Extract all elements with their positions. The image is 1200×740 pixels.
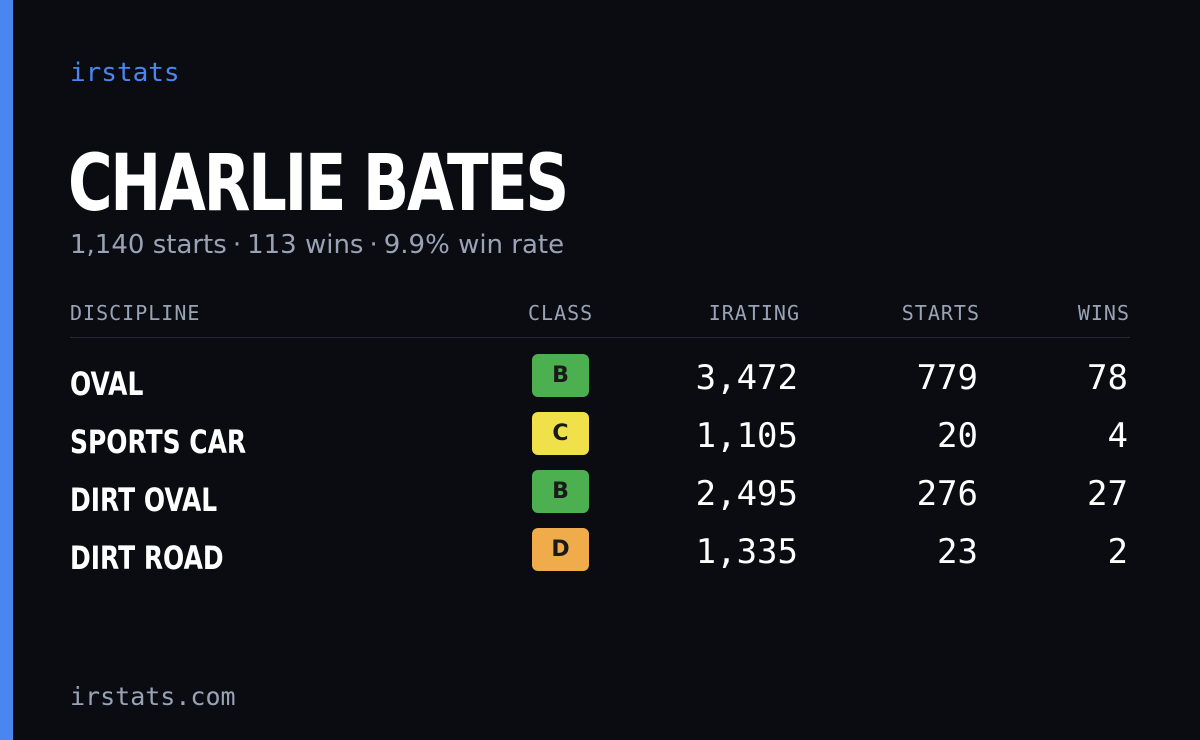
header-class: CLASS	[528, 301, 594, 325]
summary-win-rate: 9.9% win rate	[383, 230, 565, 260]
brand-logo[interactable]: irstats	[70, 58, 180, 88]
table-row: DIRT OVAL B 2,495 276 27	[0, 470, 1200, 528]
row-discipline: DIRT ROAD	[70, 539, 224, 577]
class-badge: C	[532, 412, 589, 455]
table-row: OVAL B 3,472 779 78	[0, 354, 1200, 412]
table-row: SPORTS CAR C 1,105 20 4	[0, 412, 1200, 470]
row-irating: 1,105	[695, 416, 798, 456]
row-starts: 276	[916, 474, 978, 514]
footer-url[interactable]: irstats.com	[70, 682, 236, 711]
class-badge: B	[532, 354, 589, 397]
summary-separator: ·	[369, 230, 378, 260]
row-irating: 1,335	[695, 532, 798, 572]
class-badge: D	[532, 528, 589, 571]
header-discipline: DISCIPLINE	[70, 301, 201, 325]
table-row: DIRT ROAD D 1,335 23 2	[0, 528, 1200, 586]
header-wins: WINS	[1077, 301, 1130, 325]
row-discipline: OVAL	[70, 365, 144, 403]
row-wins: 27	[1087, 474, 1128, 514]
row-wins: 2	[1107, 532, 1128, 572]
player-name: CHARLIE BATES	[68, 139, 569, 229]
row-discipline: DIRT OVAL	[70, 481, 218, 519]
summary-starts: 1,140 starts	[70, 230, 227, 260]
header-divider	[70, 337, 1130, 338]
row-discipline: SPORTS CAR	[70, 423, 247, 461]
accent-bar	[0, 0, 13, 740]
row-irating: 3,472	[695, 358, 798, 398]
row-starts: 23	[937, 532, 978, 572]
row-wins: 4	[1107, 416, 1128, 456]
header-starts: STARTS	[901, 301, 980, 325]
row-starts: 20	[937, 416, 978, 456]
header-irating: IRATING	[708, 301, 800, 325]
row-starts: 779	[916, 358, 978, 398]
class-badge: B	[532, 470, 589, 513]
row-wins: 78	[1087, 358, 1128, 398]
summary-wins: 113 wins	[247, 230, 364, 260]
row-irating: 2,495	[695, 474, 798, 514]
summary-separator: ·	[232, 230, 242, 260]
player-summary: 1,140 starts · 113 wins · 9.9% win rate	[70, 228, 564, 262]
